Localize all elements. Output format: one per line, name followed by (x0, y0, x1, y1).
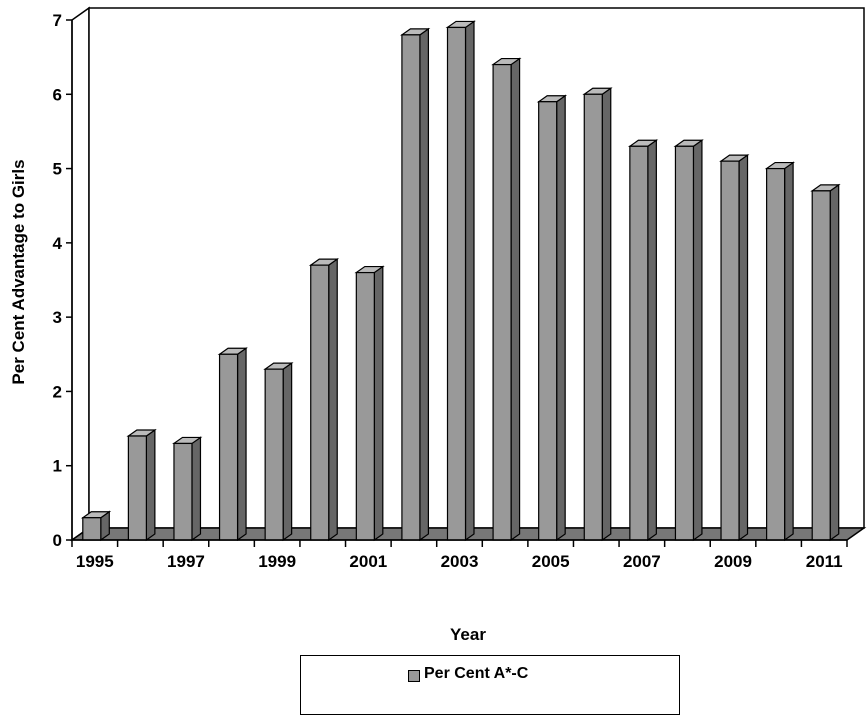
bar-front (218, 353, 239, 541)
bar-side (829, 183, 840, 542)
legend-label: Per Cent A*-C (424, 665, 529, 682)
bar-side (510, 57, 521, 542)
bar-side (145, 428, 156, 542)
x-axis-title: Year (450, 625, 486, 644)
bar-front (82, 517, 102, 541)
y-tick-label: 2 (53, 382, 62, 401)
bar-side (282, 361, 293, 542)
bar (217, 347, 248, 542)
bar-front (401, 34, 421, 541)
chart: 0 1 2 3 4 5 6 7 1995 1997 1999 2001 2003 2005 2007 200… (9, 6, 867, 644)
bar (627, 139, 659, 542)
bar (80, 510, 112, 542)
bar-side (191, 436, 202, 542)
bar (764, 161, 796, 542)
bar-front (264, 368, 284, 541)
bar (445, 20, 476, 542)
x-tick-label: 1995 (76, 552, 114, 571)
bar-front (355, 271, 375, 541)
side-wall (71, 6, 90, 542)
bar-front (629, 145, 649, 541)
y-tick-label: 6 (53, 85, 62, 104)
x-tick-label: 2007 (623, 552, 661, 571)
x-tick-label: 2011 (806, 552, 843, 571)
bar (810, 183, 841, 542)
bar (308, 257, 340, 542)
bar-side (784, 161, 794, 542)
x-tick-labels: 1995 1997 1999 2001 2003 2005 2007 2009 2011 (76, 552, 843, 571)
x-tick-label: 1999 (258, 552, 296, 571)
y-tick-label: 1 (53, 457, 62, 476)
bar-front (310, 264, 330, 541)
bar-front (674, 145, 695, 541)
bar (491, 57, 522, 542)
bar (719, 153, 750, 542)
bar-side (328, 257, 338, 542)
y-axis-title: Per Cent Advantage to Girls (9, 159, 28, 384)
bar (172, 436, 203, 542)
bar-side (738, 153, 749, 542)
bar-side (419, 27, 430, 542)
bar (354, 265, 385, 542)
bar (536, 94, 568, 542)
bar-side (373, 265, 384, 542)
y-tick-label: 0 (53, 531, 62, 550)
bar-front (720, 160, 740, 541)
bar-front (538, 101, 558, 541)
bar (400, 27, 431, 542)
bar-front (127, 435, 147, 541)
y-tick-label: 3 (53, 308, 62, 327)
bar-side (692, 139, 703, 542)
bar-side (464, 20, 475, 542)
bar-front (446, 26, 467, 541)
x-tick-label: 1997 (167, 552, 205, 571)
bar-front (766, 167, 786, 541)
bars-group (80, 20, 841, 542)
y-tick-label: 5 (53, 160, 62, 179)
bar-front (173, 442, 193, 541)
bar-front (492, 63, 512, 541)
x-tick-label: 2001 (349, 552, 387, 571)
x-tick-label: 2003 (441, 552, 479, 571)
x-tick-label: 2005 (532, 552, 570, 571)
bar-side (556, 94, 566, 542)
bar (582, 87, 613, 542)
bar-front (583, 93, 603, 541)
y-tick-labels: 0 1 2 3 4 5 6 7 (53, 11, 63, 550)
y-tick-label: 4 (53, 234, 63, 253)
bar (126, 428, 157, 542)
legend: Per Cent A*-C (300, 655, 680, 715)
bar-side (647, 139, 657, 542)
bar (263, 361, 294, 542)
bar-side (236, 347, 247, 542)
legend-swatch (408, 670, 420, 682)
bar (673, 139, 704, 542)
x-tick-label: 2009 (714, 552, 752, 571)
y-tick-label: 7 (53, 11, 62, 30)
bar-side (601, 87, 612, 542)
axes-group (66, 19, 848, 547)
bar-front (811, 190, 831, 541)
